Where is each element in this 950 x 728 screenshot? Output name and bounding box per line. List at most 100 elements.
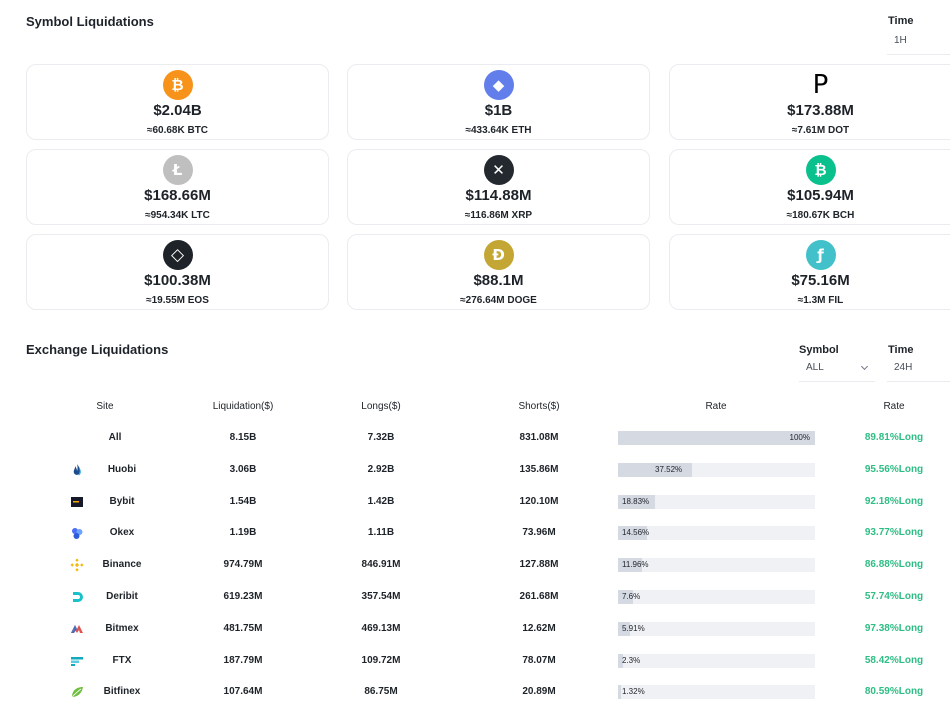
shorts-value: 120.10M [519, 495, 559, 507]
header-liquidation: Liquidation($) [212, 401, 274, 412]
rate-bar-label: 100% [789, 433, 810, 442]
symbol-card[interactable]: ₿ $2.04B ≈60.68K BTC [26, 64, 329, 140]
symbol-quantity: ≈276.64M DOGE [460, 295, 537, 306]
longs-value: 1.11B [367, 527, 395, 539]
rate-bar-label: 5.91% [622, 623, 645, 633]
liquidation-value: 481.75M [223, 622, 263, 634]
rate-bar: 2.3% [618, 653, 815, 668]
symbol-liquidations-title: Symbol Liquidations [26, 14, 154, 29]
symbol-amount: $173.88M [787, 102, 854, 119]
site-cell: Okex [70, 525, 150, 541]
symbol-amount: $2.04B [153, 102, 202, 119]
symbol-time-value: 1H [894, 35, 907, 46]
table-row[interactable]: Bybit 1.54B 1.42B 120.10M 18.83% 92.18%Long [0, 486, 950, 518]
site-name: Deribit [106, 591, 138, 602]
exchange-symbol-value: ALL [806, 362, 824, 373]
site-cell: Deribit [70, 589, 150, 605]
symbol-card[interactable]: ◇ $100.38M ≈19.55M EOS [26, 234, 329, 310]
liquidation-value: 107.64M [223, 686, 263, 698]
rate-bar: 14.56% [618, 526, 815, 541]
rate-bar: 37.52% [618, 462, 815, 477]
symbol-amount: $168.66M [144, 187, 211, 204]
eos-icon: ◇ [162, 240, 193, 270]
symbol-quantity: ≈60.68K BTC [146, 125, 209, 136]
symbol-quantity: ≈19.55M EOS [146, 295, 209, 306]
header-shorts: Shorts($) [518, 401, 560, 412]
site-name: FTX [112, 654, 132, 666]
site-name: Bybit [109, 495, 135, 507]
symbol-card[interactable]: Ł $168.66M ≈954.34K LTC [26, 149, 329, 225]
site-cell: Bybit [70, 494, 150, 510]
symbol-card[interactable]: ƒ $75.16M ≈1.3M FIL [669, 234, 950, 310]
symbol-quantity: ≈116.86M XRP [464, 210, 533, 221]
symbol-card[interactable]: Ð $88.1M ≈276.64M DOGE [347, 234, 650, 310]
site-name: All [108, 432, 122, 443]
liquidation-value: 1.54B [229, 495, 257, 507]
rate-bar-label: 14.56% [622, 528, 650, 538]
symbol-quantity: ≈954.34K LTC [145, 210, 210, 221]
symbol-card[interactable]: P $173.88M ≈7.61M DOT [669, 64, 950, 140]
site-name: Huobi [107, 463, 137, 475]
exchange-symbol-select[interactable]: ALL [799, 358, 875, 382]
table-row[interactable]: Bitfinex 107.64M 86.75M 20.89M 1.32% 80.59%Lo… [0, 676, 950, 708]
deribit-icon [70, 590, 84, 604]
bitfinex-icon [70, 685, 84, 699]
bybit-icon [70, 495, 84, 509]
long-rate: 80.59%Long [864, 686, 924, 698]
table-row[interactable]: Binance 974.79M 846.91M 127.88M 11.96% 86.88%… [0, 549, 950, 581]
shorts-value: 135.86M [519, 463, 559, 475]
site-cell: Bitfinex [70, 684, 150, 700]
rate-bar: 5.91% [618, 621, 815, 636]
longs-value: 109.72M [361, 654, 401, 666]
site-cell: Binance [70, 557, 150, 573]
symbol-amount: $75.16M [791, 272, 850, 289]
site-name: Bitmex [105, 622, 139, 634]
exchange-time-label: Time [888, 344, 914, 356]
long-rate: 93.77%Long [864, 527, 924, 539]
rate-bar: 11.96% [618, 558, 815, 573]
table-row[interactable]: Huobi 3.06B 2.92B 135.86M 37.52% 95.56%Long [0, 454, 950, 486]
rate-bar-fill [618, 462, 692, 477]
litecoin-icon: Ł [162, 155, 193, 185]
bitmex-icon [70, 622, 84, 636]
table-row[interactable]: All 8.15B 7.32B 831.08M 100% 89.81%Long [0, 422, 950, 454]
huobi-icon [70, 463, 84, 477]
longs-value: 7.32B [367, 432, 395, 443]
rate-bar-label: 37.52% [655, 464, 683, 474]
shorts-value: 20.89M [522, 686, 556, 698]
filecoin-icon: ƒ [805, 240, 836, 270]
liquidation-value: 187.79M [223, 654, 263, 666]
symbol-amount: $114.88M [465, 187, 532, 204]
symbol-time-label: Time [888, 15, 914, 27]
rate-bar-label: 7.6% [622, 592, 641, 601]
long-rate: 58.42%Long [864, 654, 924, 666]
bitcoin-icon: ₿ [162, 70, 193, 100]
exchange-time-select[interactable]: 24H [887, 358, 950, 382]
chevron-down-icon [860, 362, 869, 371]
liquidation-value: 1.19B [229, 527, 257, 539]
table-row[interactable]: FTX 187.79M 109.72M 78.07M 2.3% 58.42%Long [0, 645, 950, 677]
symbol-quantity: ≈7.61M DOT [791, 125, 850, 136]
rate-bar: 7.6% [618, 590, 815, 604]
symbol-time-select[interactable]: 1H [887, 31, 950, 55]
table-row[interactable]: Deribit 619.23M 357.54M 261.68M 7.6% 57.74%Lo… [0, 581, 950, 613]
okex-icon [70, 526, 84, 540]
symbol-quantity: ≈1.3M FIL [797, 295, 844, 306]
header-longs: Longs($) [361, 401, 401, 412]
shorts-value: 73.96M [522, 527, 556, 539]
site-name: Bitfinex [103, 686, 141, 698]
symbol-card[interactable]: ◆ $1B ≈433.64K ETH [347, 64, 650, 140]
table-row[interactable]: Okex 1.19B 1.11B 73.96M 14.56% 93.77%Long [0, 517, 950, 549]
long-rate: 97.38%Long [864, 622, 924, 634]
table-row[interactable]: Bitmex 481.75M 469.13M 12.62M 5.91% 97.38%Lon… [0, 613, 950, 645]
xrp-icon: ✕ [483, 155, 514, 185]
rate-bar-label: 2.3% [622, 655, 641, 665]
long-rate: 57.74%Long [864, 591, 924, 602]
symbol-card[interactable]: ✕ $114.88M ≈116.86M XRP [347, 149, 650, 225]
long-rate: 86.88%Long [864, 559, 924, 571]
symbol-amount: $1B [484, 102, 513, 119]
symbol-card[interactable]: ₿ $105.94M ≈180.67K BCH [669, 149, 950, 225]
long-rate: 89.81%Long [864, 432, 924, 443]
site-cell: Bitmex [70, 621, 150, 637]
site-cell: Huobi [70, 462, 150, 478]
